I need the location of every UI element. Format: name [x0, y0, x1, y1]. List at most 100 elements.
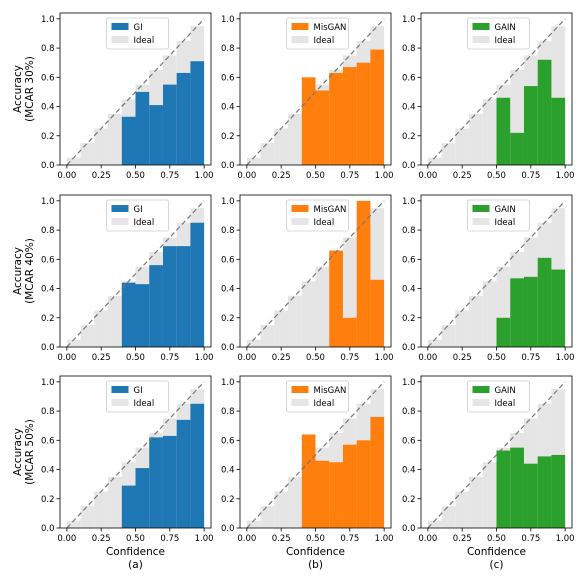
- calibration-panel-row3-col2: 0.0 0.2 0.4 0.6 0.8 1.0 0.00 0.25 0.50 0.75 1.00 Mi…: [221, 375, 394, 544]
- ideal-bar: [482, 462, 497, 528]
- accuracy-bar: [551, 269, 566, 347]
- ideal-bar: [66, 157, 81, 165]
- legend-swatch-ideal: [472, 218, 490, 225]
- y-tick-label: 0.0: [402, 343, 416, 353]
- accuracy-bar: [176, 246, 191, 347]
- ideal-bar: [66, 339, 81, 347]
- accuracy-bar: [301, 434, 316, 528]
- legend-swatch-model: [472, 23, 490, 30]
- legend: GI Ideal: [106, 17, 169, 50]
- legend-label-ideal: Ideal: [314, 218, 335, 228]
- ideal-bar: [455, 491, 470, 528]
- legend-label-ideal: Ideal: [134, 399, 155, 409]
- diagonal-line: [427, 18, 566, 166]
- accuracy-bar: [356, 440, 371, 528]
- legend-swatch-ideal: [291, 218, 309, 225]
- ideal-bar: [80, 325, 95, 347]
- x-tick-label: 0.00: [57, 353, 76, 363]
- x-tick-label: 0.75: [521, 353, 540, 363]
- y-tick-label: 0.8: [402, 44, 416, 54]
- legend-label-model: GI: [134, 386, 143, 396]
- ideal-bar: [108, 476, 122, 528]
- ideal-bar: [288, 476, 302, 528]
- diagonal-line: [66, 381, 205, 529]
- accuracy-bar: [121, 485, 136, 528]
- y-tick-label: 0.0: [221, 161, 235, 171]
- x-tick-label: 0.50: [126, 353, 145, 363]
- ideal-bar: [482, 281, 497, 347]
- y-tick-label: 1.0: [402, 15, 416, 25]
- legend: GI Ideal: [106, 380, 169, 413]
- legend-swatch-model: [291, 386, 309, 393]
- diagonal-line: [246, 381, 385, 529]
- y-tick-label: 0.0: [221, 524, 235, 534]
- x-tick-label: 0.75: [160, 534, 179, 544]
- ideal-bar: [274, 128, 289, 165]
- accuracy-bar: [370, 416, 385, 528]
- y-tick-label: 0.2: [402, 495, 416, 505]
- y-tick-label: 0.2: [41, 495, 55, 505]
- ideal-bar: [315, 266, 330, 347]
- x-tick-label: 0.50: [487, 171, 506, 181]
- legend-swatch-ideal: [291, 399, 309, 406]
- x-tick-label: 0.75: [160, 171, 179, 181]
- ideal-bar: [441, 325, 456, 347]
- y-tick-label: 0.8: [221, 44, 235, 54]
- legend-label-ideal: Ideal: [134, 218, 155, 228]
- y-tick-label: 1.0: [221, 378, 235, 388]
- accuracy-bar: [149, 265, 163, 347]
- accuracy-bar: [329, 72, 343, 165]
- ideal-bar: [80, 506, 95, 528]
- ideal-bar: [246, 339, 261, 347]
- ideal-bar: [274, 310, 289, 347]
- x-tick-label: 1.00: [195, 534, 214, 544]
- y-tick-label: 0.6: [221, 436, 235, 446]
- y-tick-label: 0.4: [41, 285, 55, 295]
- legend-label-model: MisGAN: [314, 23, 347, 33]
- x-tick-label: 1.00: [556, 353, 575, 363]
- y-tick-label: 0.2: [41, 132, 55, 142]
- accuracy-bar: [342, 317, 357, 347]
- accuracy-bar: [121, 282, 136, 347]
- legend: GI Ideal: [106, 199, 169, 232]
- diagonal-line: [427, 381, 566, 529]
- x-tick-label: 0.25: [453, 353, 472, 363]
- x-tick-label: 0.00: [237, 534, 256, 544]
- x-tick-label: 0.00: [237, 353, 256, 363]
- x-tick-label: 0.50: [306, 171, 325, 181]
- accuracy-bar: [190, 61, 205, 165]
- x-tick-label: 0.25: [453, 534, 472, 544]
- accuracy-bar: [356, 62, 371, 165]
- legend: MisGAN Ideal: [286, 17, 349, 50]
- ideal-bar: [108, 113, 122, 165]
- ideal-bar: [260, 506, 275, 528]
- diagonal-line: [246, 18, 385, 166]
- y-tick-label: 1.0: [221, 197, 235, 207]
- ideal-bar: [469, 113, 483, 165]
- x-tick-label: 0.50: [306, 353, 325, 363]
- ideal-bar: [288, 295, 302, 347]
- x-tick-label: 0.75: [160, 353, 179, 363]
- diagonal-line: [66, 200, 205, 348]
- ideal-bar: [427, 520, 442, 528]
- x-tick-label: 0.25: [272, 353, 291, 363]
- y-tick-label: 0.0: [41, 524, 55, 534]
- legend: GAIN Ideal: [467, 17, 530, 50]
- x-tick-label: 0.75: [340, 353, 359, 363]
- accuracy-bar: [315, 460, 330, 528]
- legend-swatch-ideal: [111, 36, 129, 43]
- accuracy-bar: [496, 97, 511, 165]
- accuracy-bar: [162, 435, 177, 528]
- legend-label-model: GAIN: [495, 23, 516, 33]
- legend-swatch-model: [472, 386, 490, 393]
- y-tick-label: 0.8: [402, 226, 416, 236]
- x-tick-label: 0.50: [126, 171, 145, 181]
- accuracy-bar: [190, 222, 205, 347]
- legend-label-ideal: Ideal: [314, 399, 335, 409]
- y-tick-label: 0.6: [41, 436, 55, 446]
- calibration-panel-row2-col3: 0.0 0.2 0.4 0.6 0.8 1.0 0.00 0.25 0.50 0.75 1.00 GA…: [402, 194, 575, 363]
- accuracy-bar: [162, 84, 177, 165]
- x-axis-label: Confidence: [106, 546, 165, 558]
- accuracy-bar: [190, 403, 205, 528]
